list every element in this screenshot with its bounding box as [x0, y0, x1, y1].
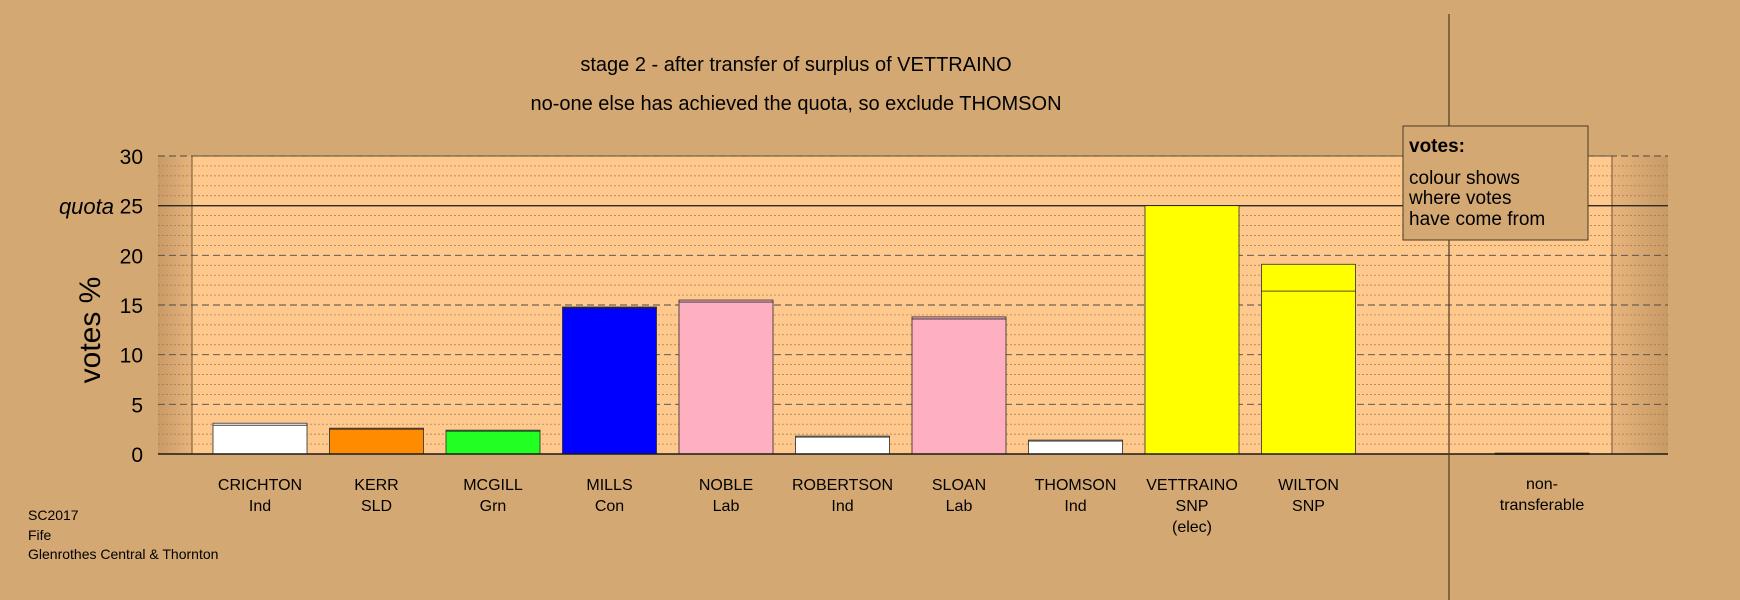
bar-wilton-segment-1 — [1261, 290, 1356, 455]
y-axis-ticks: 0 5 10 15 20 25 30 — [120, 146, 143, 467]
x-label-vettraino-line-1: VETTRAINO — [1146, 477, 1238, 494]
x-label-noble-line-2: Lab — [713, 498, 740, 515]
y-tick-label: 25 — [120, 196, 143, 219]
bar-thomson-segment-2 — [1028, 439, 1123, 442]
bar-crichton-segment-2 — [212, 422, 308, 426]
quota-label: quota — [59, 194, 114, 219]
legend: votes: colour shows where votes have com… — [1402, 125, 1589, 241]
x-label-thomson-line-1: THOMSON — [1035, 477, 1117, 494]
x-label-mcgill-line-2: Grn — [480, 498, 507, 515]
x-label-kerr-line-2: SLD — [361, 498, 392, 515]
bar-sloan-segment-1 — [911, 318, 1007, 455]
bar-noble-segment-2 — [678, 299, 774, 303]
y-tick-label: 15 — [120, 295, 143, 318]
bar-robertson-segment-2 — [795, 435, 890, 438]
y-tick-label: 0 — [131, 444, 143, 467]
legend-line-1: colour shows — [1409, 168, 1520, 189]
chart-subtitle: no-one else has achieved the quota, so e… — [530, 93, 1061, 115]
footer: SC2017 Fife Glenrothes Central & Thornto… — [28, 507, 218, 562]
x-label-crichton-line-1: CRICHTON — [218, 477, 302, 494]
x-label-sloan-line-2: Lab — [946, 498, 973, 515]
x-label-nontransferable-line-1: non- — [1526, 476, 1558, 493]
x-label-robertson-line-2: Ind — [831, 498, 853, 515]
bar-crichton-segment-1 — [212, 424, 308, 455]
bar-mcgill-segment-1 — [445, 430, 541, 455]
bar-mcgill-segment-2 — [445, 429, 541, 432]
x-label-mcgill-line-1: MCGILL — [463, 477, 523, 494]
x-label-wilton-line-2: SNP — [1292, 498, 1325, 515]
bar-vettraino-segment-1 — [1144, 205, 1240, 455]
legend-line-3: have come from — [1409, 209, 1545, 230]
x-label-crichton-line-2: Ind — [249, 498, 271, 515]
y-tick-label: 5 — [131, 394, 143, 417]
y-tick-label: 30 — [120, 146, 143, 169]
footer-line-3: Glenrothes Central & Thornton — [28, 546, 218, 562]
x-label-vettraino-line-2: SNP — [1176, 498, 1209, 515]
x-axis-labels: CRICHTON Ind KERR SLD MCGILL Grn MILLS Con NOBLE… — [218, 476, 1584, 536]
bar-mills-segment-1 — [562, 307, 657, 455]
x-label-kerr-line-1: KERR — [354, 477, 398, 494]
x-label-noble-line-1: NOBLE — [699, 477, 753, 494]
legend-box — [1402, 125, 1589, 241]
x-label-mills-line-1: MILLS — [586, 477, 632, 494]
bar-kerr-segment-1 — [329, 428, 424, 455]
footer-line-1: SC2017 — [28, 507, 79, 523]
bar-wilton-segment-2 — [1261, 263, 1356, 292]
bar-robertson-segment-1 — [795, 436, 890, 455]
chart-title: stage 2 - after transfer of surplus of V… — [580, 54, 1011, 76]
y-tick-label: 10 — [120, 345, 143, 368]
footer-line-2: Fife — [28, 527, 52, 543]
x-label-mills-line-2: Con — [595, 498, 624, 515]
bar-thomson-segment-1 — [1028, 440, 1123, 455]
bar-sloan-segment-2 — [911, 316, 1007, 320]
bar-mills-segment-2 — [562, 306, 657, 309]
x-label-robertson-line-1: ROBERTSON — [792, 477, 893, 494]
legend-line-2: where votes — [1408, 188, 1511, 209]
bar-kerr-segment-2 — [329, 427, 424, 430]
x-label-nontransferable-line-2: transferable — [1500, 497, 1585, 514]
y-axis-label: votes % — [74, 277, 107, 384]
x-label-wilton-line-1: WILTON — [1278, 477, 1339, 494]
x-label-vettraino-line-3: (elec) — [1172, 519, 1212, 536]
legend-title: votes: — [1409, 136, 1465, 157]
x-label-sloan-line-1: SLOAN — [932, 477, 986, 494]
bar-noble-segment-1 — [678, 301, 774, 455]
bars — [158, 205, 1668, 455]
x-label-thomson-line-2: Ind — [1064, 498, 1086, 515]
y-tick-label: 20 — [120, 245, 143, 268]
